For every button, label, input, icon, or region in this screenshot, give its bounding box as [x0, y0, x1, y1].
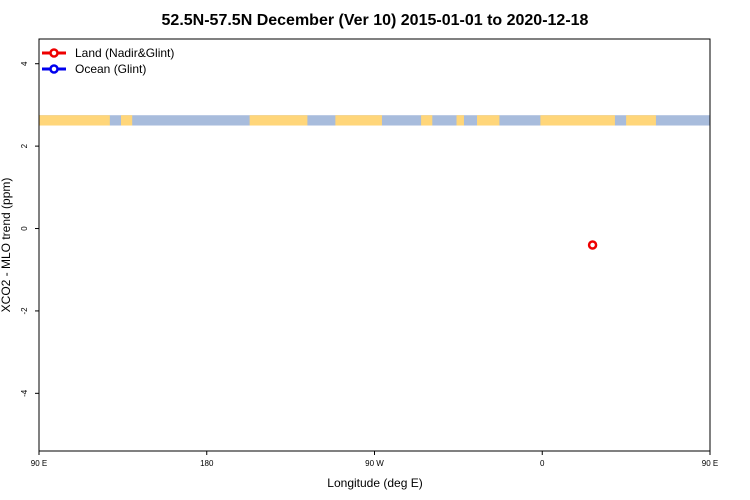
- plot-frame: [38, 38, 711, 452]
- strip-land-segment: [335, 115, 382, 126]
- strip-land-segment: [421, 115, 433, 126]
- strip-land-segment: [626, 115, 656, 126]
- data-point: [587, 240, 598, 250]
- strip-land-segment: [477, 115, 500, 126]
- y-axis: 4 2 0 -2 -4: [20, 61, 39, 397]
- chart-title: 52.5N-57.5N December (Ver 10) 2015-01-01…: [162, 12, 589, 29]
- legend-marker: [49, 64, 59, 74]
- y-tick-label: -4: [20, 389, 29, 397]
- x-tick-label: 90 E: [31, 459, 47, 468]
- x-tick-label: 90 E: [702, 459, 718, 468]
- legend-marker: [49, 48, 59, 58]
- x-tick-label: 90 W: [365, 459, 384, 468]
- data-points: [587, 240, 598, 250]
- strip-land-segment: [540, 115, 615, 126]
- strip-land-segment: [249, 115, 308, 126]
- x-tick-label: 180: [200, 459, 214, 468]
- strip-land-segment: [39, 115, 110, 126]
- land-ocean-strip: [39, 115, 710, 126]
- y-axis-label: XCO2 - MLO trend (ppm): [0, 178, 13, 313]
- strip-land-segment: [121, 115, 133, 126]
- x-axis-label: Longitude (deg E): [327, 476, 422, 490]
- y-tick-label: 0: [20, 226, 29, 231]
- y-tick-label: 4: [20, 61, 29, 66]
- legend-label: Ocean (Glint): [75, 62, 146, 76]
- strip-land-segment: [456, 115, 464, 126]
- legend-label: Land (Nadir&Glint): [75, 46, 174, 60]
- y-tick-label: -2: [20, 307, 29, 315]
- legend: Land (Nadir&Glint) Ocean (Glint): [42, 46, 174, 76]
- x-tick-label: 0: [540, 459, 545, 468]
- y-tick-label: 2: [20, 143, 29, 148]
